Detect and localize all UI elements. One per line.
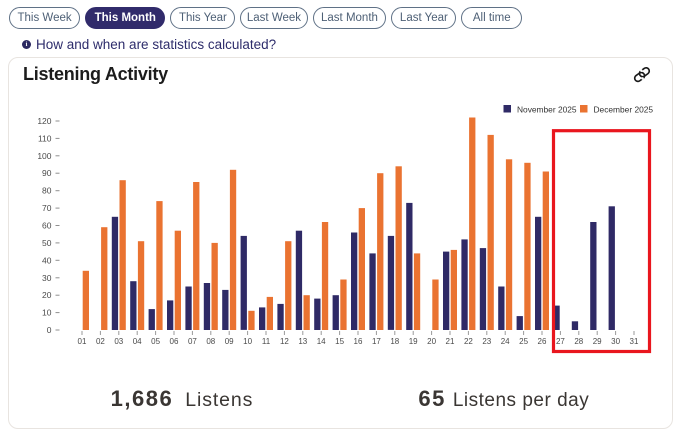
svg-text:14: 14 [317,337,326,346]
svg-text:100: 100 [37,151,51,161]
svg-text:04: 04 [133,337,142,346]
svg-text:06: 06 [170,337,179,346]
svg-text:27: 27 [556,337,565,346]
svg-text:31: 31 [630,337,639,346]
svg-text:01: 01 [78,337,87,346]
svg-text:21: 21 [446,337,455,346]
svg-text:22: 22 [464,337,473,346]
svg-text:08: 08 [206,337,215,346]
svg-text:0: 0 [47,325,52,335]
svg-text:10: 10 [243,337,252,346]
svg-text:28: 28 [574,337,583,346]
svg-text:29: 29 [593,337,602,346]
svg-text:23: 23 [482,337,491,346]
svg-text:26: 26 [538,337,547,346]
svg-text:02: 02 [96,337,105,346]
svg-text:11: 11 [262,337,271,346]
svg-text:110: 110 [38,133,52,143]
svg-text:November 2025: November 2025 [517,105,577,115]
svg-text:20: 20 [42,290,52,300]
svg-text:30: 30 [42,273,52,283]
svg-text:19: 19 [409,337,418,346]
svg-text:December 2025: December 2025 [594,105,654,115]
svg-text:15: 15 [335,337,344,346]
svg-text:05: 05 [151,337,160,346]
svg-text:90: 90 [42,168,52,178]
svg-text:70: 70 [42,203,52,213]
svg-text:17: 17 [372,337,381,346]
svg-text:13: 13 [298,337,307,346]
svg-text:10: 10 [42,308,52,318]
svg-text:20: 20 [427,337,436,346]
svg-text:16: 16 [354,337,363,346]
svg-text:18: 18 [390,337,399,346]
svg-text:120: 120 [37,116,51,126]
svg-text:12: 12 [280,337,289,346]
svg-text:40: 40 [42,255,52,265]
svg-text:24: 24 [501,337,510,346]
svg-text:09: 09 [225,337,234,346]
svg-text:80: 80 [42,186,52,196]
svg-text:25: 25 [519,337,528,346]
svg-text:03: 03 [114,337,123,346]
svg-text:50: 50 [42,238,52,248]
svg-text:60: 60 [42,221,52,231]
svg-text:30: 30 [611,337,620,346]
svg-text:07: 07 [188,337,197,346]
